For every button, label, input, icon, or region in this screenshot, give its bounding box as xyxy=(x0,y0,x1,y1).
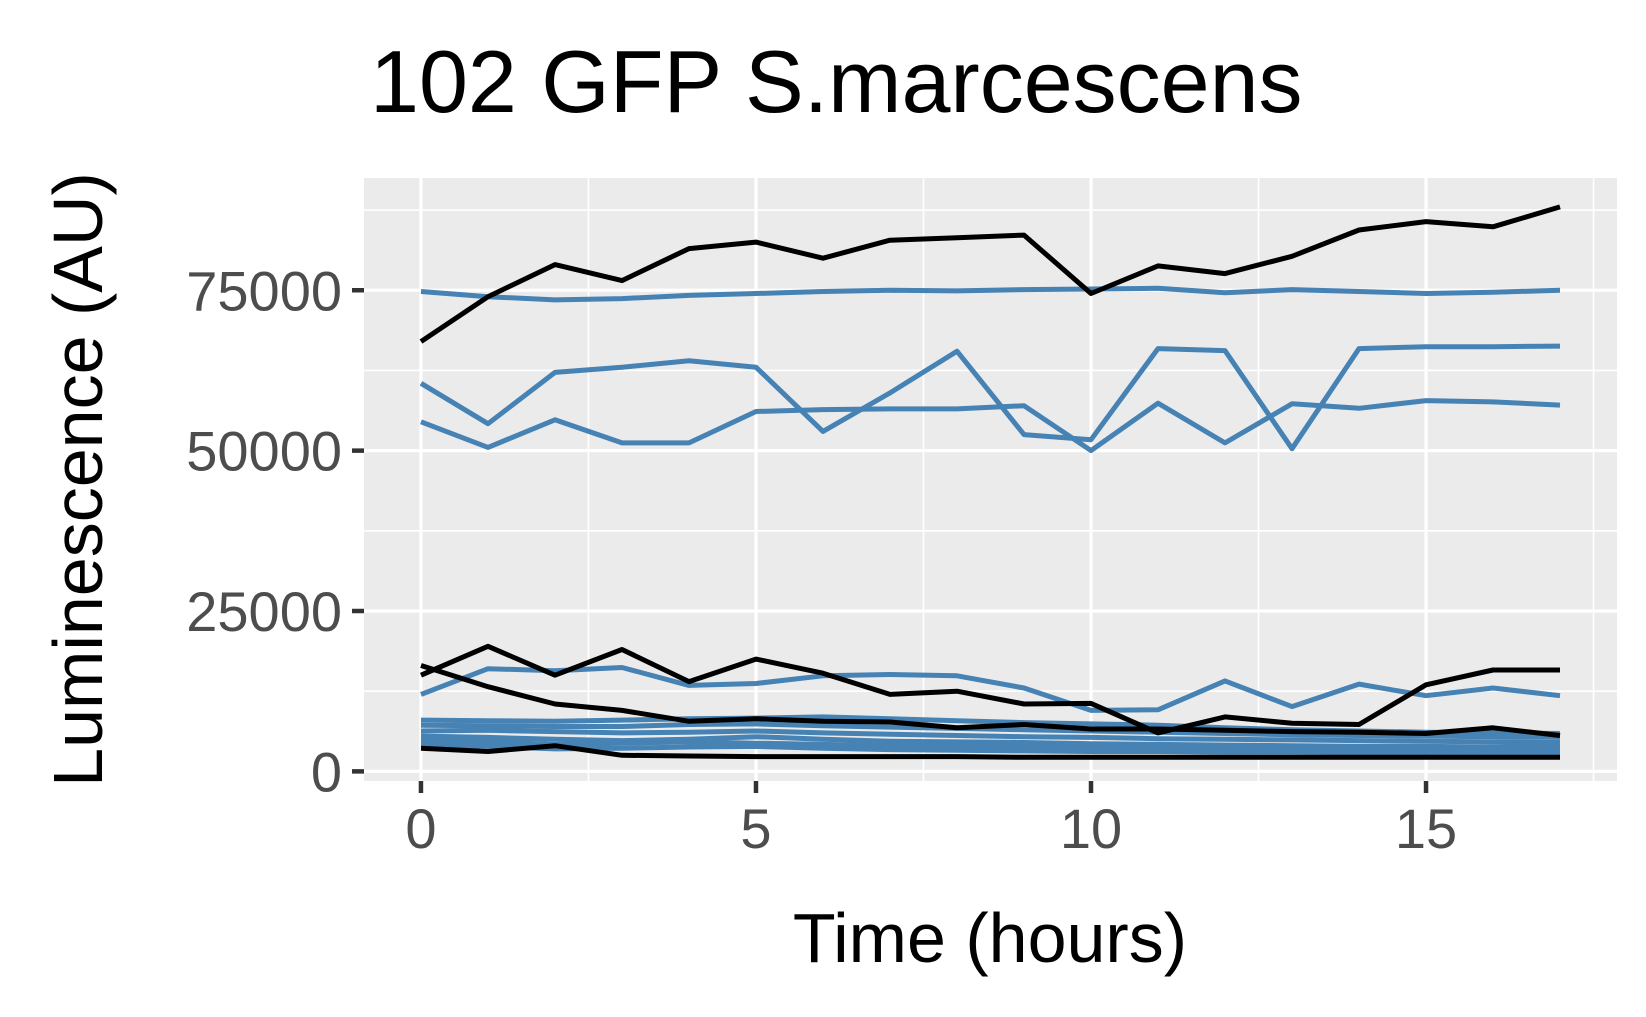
series-line-13 xyxy=(420,663,1561,738)
x-tick-label: 0 xyxy=(405,797,436,860)
y-axis: 0 25000 50000 75000 xyxy=(186,259,364,803)
y-tick-label: 0 xyxy=(311,740,342,803)
chart-title: 102 GFP S.marcescens xyxy=(370,32,1303,131)
y-tick-label: 50000 xyxy=(186,420,342,483)
y-tick-label: 25000 xyxy=(186,580,342,643)
y-tick-label: 75000 xyxy=(186,259,342,322)
x-axis: 0 5 10 15 xyxy=(405,781,1457,860)
series-line-10 xyxy=(420,741,1561,756)
series-line-6 xyxy=(420,721,1561,740)
series-line-2 xyxy=(419,343,1561,452)
series-line-14 xyxy=(420,743,1560,760)
series-line-3 xyxy=(420,398,1561,454)
series-line-8 xyxy=(420,733,1560,750)
major-gridlines xyxy=(364,178,1617,781)
x-tick-label: 5 xyxy=(740,797,771,860)
x-axis-title: Time (hours) xyxy=(793,899,1187,977)
series-line-7 xyxy=(420,727,1561,745)
y-axis-title: Luminescence (AU) xyxy=(39,172,117,787)
series-lines xyxy=(419,204,1561,760)
x-tick-label: 10 xyxy=(1060,797,1122,860)
series-line-1 xyxy=(420,285,1561,303)
series-line-9 xyxy=(420,738,1561,753)
x-tick-label: 15 xyxy=(1395,797,1457,860)
series-line-11 xyxy=(419,204,1561,344)
series-line-4 xyxy=(420,665,1561,713)
minor-gridlines xyxy=(364,178,1617,781)
series-line-12 xyxy=(420,643,1560,736)
